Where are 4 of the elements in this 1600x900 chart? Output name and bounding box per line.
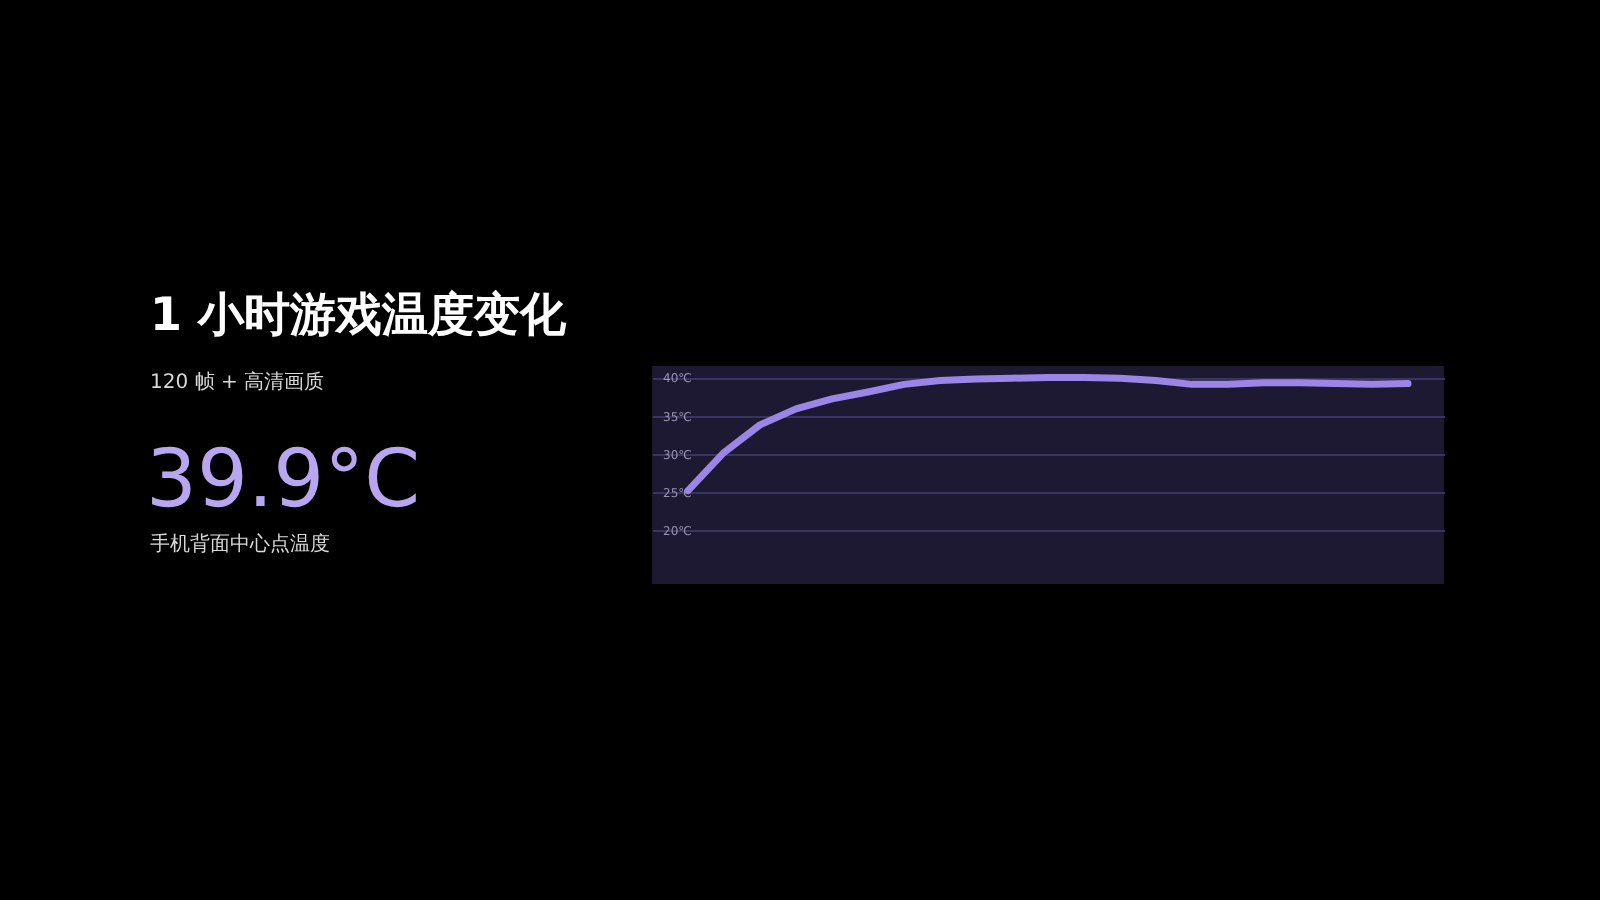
text: 120 帧 + 高清画质 xyxy=(150,370,325,394)
text: 手机背面中心点温度 xyxy=(150,532,330,556)
chart-title: 1 小时游戏温度变化 xyxy=(150,288,569,342)
text: 39.9°C xyxy=(146,434,420,526)
